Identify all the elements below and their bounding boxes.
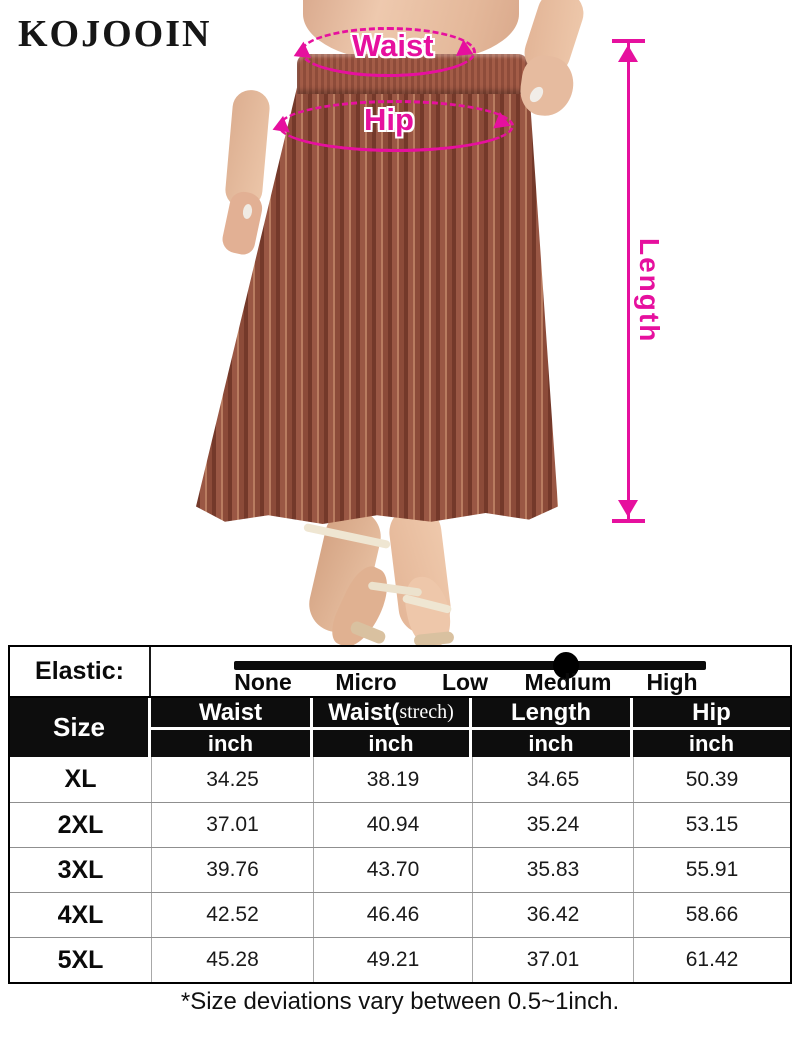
table-row-xl: XL 34.25 38.19 34.65 50.39 [10, 757, 790, 802]
elastic-level-low: Low [442, 669, 488, 695]
length-cap-bottom [612, 519, 645, 523]
unit-waist-stretch: inch [313, 730, 472, 757]
value-cell: 40.94 [313, 803, 472, 847]
value-cell: 34.65 [472, 757, 633, 802]
value-cell: 50.39 [633, 757, 790, 802]
elastic-level-micro: Micro [335, 669, 397, 695]
waist-label: Waist [352, 28, 434, 63]
elastic-level-none: None [234, 669, 292, 695]
size-cell: 4XL [57, 900, 104, 929]
length-cap-top [612, 39, 645, 43]
value-cell: 46.46 [313, 893, 472, 937]
value-cell: 53.15 [633, 803, 790, 847]
size-cell: XL [64, 765, 97, 793]
table-row-2xl: 2XL 37.01 40.94 35.24 53.15 [10, 802, 790, 847]
elastic-level-high: High [646, 669, 698, 695]
length-label: Length [634, 238, 665, 344]
length-arrow-down-icon [618, 500, 638, 517]
size-deviation-note: *Size deviations vary between 0.5~1inch. [180, 988, 620, 1015]
value-cell: 58.66 [633, 893, 790, 937]
value-cell: 37.01 [151, 803, 313, 847]
value-cell: 35.24 [472, 803, 633, 847]
unit-hip: inch [633, 730, 790, 757]
header-waist-text: Waist [198, 698, 263, 726]
table-row-3xl: 3XL 39.76 43.70 35.83 55.91 [10, 847, 790, 892]
value-cell: 36.42 [472, 893, 633, 937]
unit-waist: inch [151, 730, 313, 757]
value-cell: 35.83 [472, 848, 633, 892]
elastic-track [234, 661, 706, 670]
table-row-5xl: 5XL 45.28 49.21 37.01 61.42 [10, 937, 790, 982]
hip-label: Hip [364, 102, 414, 137]
header-length-text: Length [511, 698, 591, 726]
brand-logo: KOJOOIN [18, 13, 212, 55]
elastic-row: Elastic: None Micro Low Medium High [10, 647, 790, 698]
model-photo [196, 0, 590, 645]
table-header: Size Waist Waist(strech) Length Hip inch… [10, 698, 790, 757]
value-cell: 42.52 [151, 893, 313, 937]
length-measure-line [627, 42, 630, 522]
length-arrow-up-icon [618, 45, 638, 62]
value-cell: 38.19 [313, 757, 472, 802]
header-waist-stretch-suffix: strech) [399, 701, 454, 723]
value-cell: 49.21 [313, 938, 472, 982]
model-arm-left [223, 88, 272, 210]
header-length: Length [472, 698, 633, 730]
size-cell: 2XL [57, 810, 104, 839]
table-row-4xl: 4XL 42.52 46.46 36.42 58.66 [10, 892, 790, 937]
waist-measure-arc [300, 27, 476, 77]
value-cell: 55.91 [633, 848, 790, 892]
model-hand-left [219, 189, 266, 257]
value-cell: 37.01 [472, 938, 633, 982]
elastic-slider-dot [553, 652, 579, 679]
unit-length: inch [472, 730, 633, 757]
hip-measure-arc [278, 100, 514, 152]
value-cell: 45.28 [151, 938, 313, 982]
header-waist-stretch-text: Waist( [328, 698, 400, 726]
elastic-level-medium: Medium [524, 669, 612, 695]
header-waist: Waist [151, 698, 313, 730]
header-waist-stretch: Waist(strech) [313, 698, 472, 730]
elastic-scale: None Micro Low Medium High [151, 647, 790, 696]
header-size: Size [10, 698, 151, 757]
value-cell: 43.70 [313, 848, 472, 892]
size-table: Elastic: None Micro Low Medium High Size… [8, 645, 792, 984]
header-hip-text: Hip [692, 698, 731, 726]
elastic-label: Elastic: [10, 647, 151, 696]
value-cell: 34.25 [151, 757, 313, 802]
header-hip: Hip [633, 698, 790, 730]
size-cell: 5XL [57, 945, 104, 974]
value-cell: 39.76 [151, 848, 313, 892]
value-cell: 61.42 [633, 938, 790, 982]
size-cell: 3XL [57, 855, 104, 884]
